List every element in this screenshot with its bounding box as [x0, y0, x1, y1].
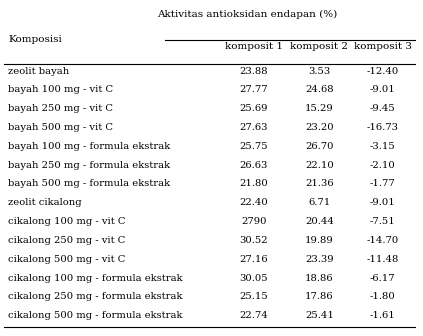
Text: -1.77: -1.77	[370, 179, 396, 188]
Text: 3.53: 3.53	[308, 67, 330, 76]
Text: -9.01: -9.01	[370, 198, 396, 207]
Text: -9.45: -9.45	[370, 104, 396, 113]
Text: cikalong 500 mg - formula ekstrak: cikalong 500 mg - formula ekstrak	[8, 311, 183, 320]
Text: -1.61: -1.61	[370, 311, 396, 320]
Text: -1.80: -1.80	[370, 292, 396, 301]
Text: -12.40: -12.40	[367, 67, 399, 76]
Text: -14.70: -14.70	[367, 236, 399, 245]
Text: 2790: 2790	[241, 217, 266, 226]
Text: -3.15: -3.15	[370, 142, 396, 151]
Text: zeolit bayah: zeolit bayah	[8, 67, 70, 76]
Text: cikalong 500 mg - vit C: cikalong 500 mg - vit C	[8, 255, 126, 264]
Text: 30.05: 30.05	[239, 274, 268, 283]
Text: Aktivitas antioksidan endapan (%): Aktivitas antioksidan endapan (%)	[157, 10, 338, 19]
Text: 25.41: 25.41	[305, 311, 334, 320]
Text: 25.69: 25.69	[239, 104, 268, 113]
Text: komposit 3: komposit 3	[354, 42, 412, 51]
Text: komposit 1: komposit 1	[225, 42, 283, 51]
Text: 19.89: 19.89	[305, 236, 334, 245]
Text: 20.44: 20.44	[305, 217, 334, 226]
Text: 21.80: 21.80	[239, 179, 268, 188]
Text: 24.68: 24.68	[305, 85, 334, 94]
Text: 6.71: 6.71	[308, 198, 330, 207]
Text: 26.63: 26.63	[239, 161, 268, 170]
Text: Komposisi: Komposisi	[8, 35, 62, 44]
Text: -16.73: -16.73	[367, 123, 399, 132]
Text: 26.70: 26.70	[305, 142, 334, 151]
Text: cikalong 250 mg - formula ekstrak: cikalong 250 mg - formula ekstrak	[8, 292, 183, 301]
Text: bayah 500 mg - vit C: bayah 500 mg - vit C	[8, 123, 113, 132]
Text: -2.10: -2.10	[370, 161, 396, 170]
Text: 23.88: 23.88	[239, 67, 268, 76]
Text: -7.51: -7.51	[370, 217, 396, 226]
Text: 27.77: 27.77	[239, 85, 268, 94]
Text: bayah 100 mg - formula ekstrak: bayah 100 mg - formula ekstrak	[8, 142, 171, 151]
Text: 30.52: 30.52	[239, 236, 268, 245]
Text: zeolit cikalong: zeolit cikalong	[8, 198, 82, 207]
Text: cikalong 100 mg - vit C: cikalong 100 mg - vit C	[8, 217, 126, 226]
Text: bayah 250 mg - formula ekstrak: bayah 250 mg - formula ekstrak	[8, 161, 170, 170]
Text: 25.15: 25.15	[239, 292, 268, 301]
Text: bayah 500 mg - formula ekstrak: bayah 500 mg - formula ekstrak	[8, 179, 170, 188]
Text: 18.86: 18.86	[305, 274, 334, 283]
Text: -11.48: -11.48	[367, 255, 399, 264]
Text: bayah 100 mg - vit C: bayah 100 mg - vit C	[8, 85, 114, 94]
Text: 25.75: 25.75	[239, 142, 268, 151]
Text: 15.29: 15.29	[305, 104, 334, 113]
Text: cikalong 100 mg - formula ekstrak: cikalong 100 mg - formula ekstrak	[8, 274, 183, 283]
Text: 27.63: 27.63	[239, 123, 268, 132]
Text: bayah 250 mg - vit C: bayah 250 mg - vit C	[8, 104, 113, 113]
Text: cikalong 250 mg - vit C: cikalong 250 mg - vit C	[8, 236, 126, 245]
Text: 23.20: 23.20	[305, 123, 334, 132]
Text: 22.40: 22.40	[239, 198, 268, 207]
Text: 22.10: 22.10	[305, 161, 334, 170]
Text: 27.16: 27.16	[239, 255, 268, 264]
Text: 22.74: 22.74	[239, 311, 268, 320]
Text: -9.01: -9.01	[370, 85, 396, 94]
Text: 21.36: 21.36	[305, 179, 334, 188]
Text: 17.86: 17.86	[305, 292, 334, 301]
Text: komposit 2: komposit 2	[290, 42, 349, 51]
Text: -6.17: -6.17	[370, 274, 396, 283]
Text: 23.39: 23.39	[305, 255, 334, 264]
